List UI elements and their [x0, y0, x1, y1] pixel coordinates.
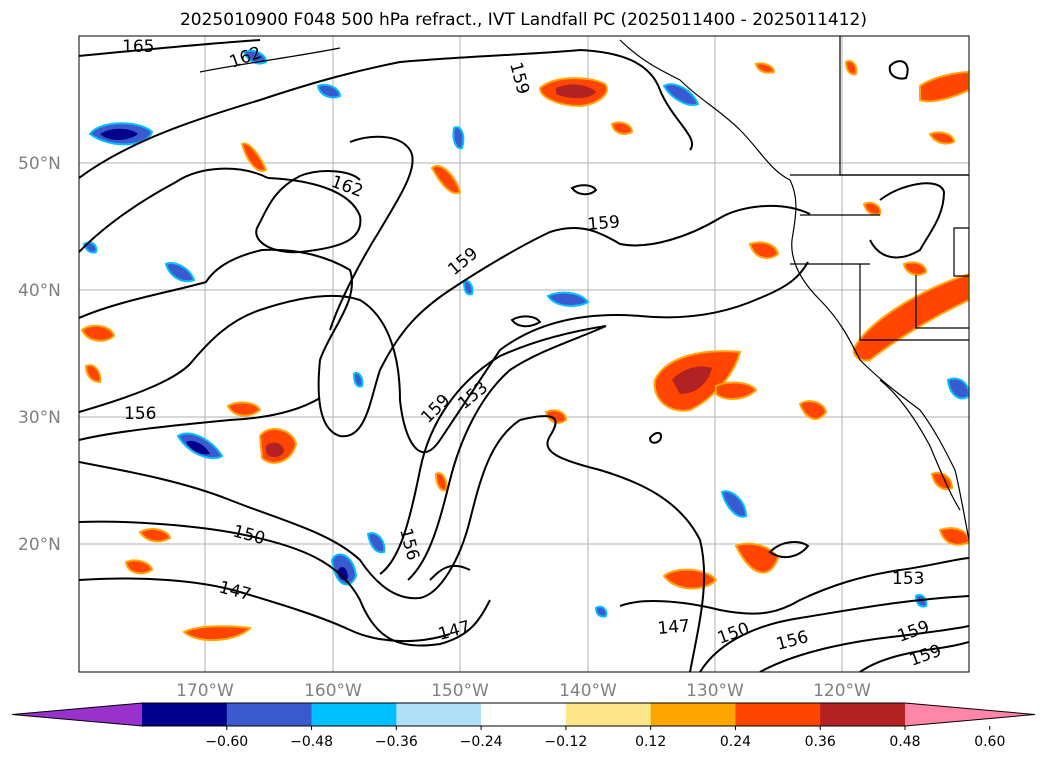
- colorbar-tick-label: −0.36: [375, 734, 418, 750]
- lat-label-40n: 40°N: [18, 281, 61, 301]
- colorbar-outline: [11, 702, 1036, 727]
- colorbar-swatch: [565, 703, 652, 726]
- colorbar-extend-low: [12, 703, 142, 726]
- lat-label-50n: 50°N: [18, 154, 61, 174]
- colorbar-swatch: [226, 703, 313, 726]
- lon-label-150w: 150°W: [431, 681, 489, 701]
- map-panel: [79, 36, 969, 672]
- colorbar-tick-label: −0.60: [205, 734, 248, 750]
- contour-label: 153: [892, 569, 924, 589]
- lon-label-130w: 130°W: [686, 681, 744, 701]
- lon-label-120w: 120°W: [813, 681, 871, 701]
- coastlines: [199, 36, 969, 541]
- colorbar-tick-label: −0.24: [460, 734, 503, 750]
- lon-label-140w: 140°W: [559, 681, 617, 701]
- colorbar-swatch: [481, 703, 567, 726]
- contour-label: 159: [587, 212, 621, 235]
- colorbar-tick-label: 0.24: [720, 734, 751, 750]
- lon-label-170w: 170°W: [176, 681, 234, 701]
- lat-label-20n: 20°N: [18, 535, 61, 555]
- colorbar-tick-label: 0.36: [805, 734, 836, 750]
- contour-label: 147: [657, 616, 691, 639]
- lat-label-30n: 30°N: [18, 408, 61, 428]
- colorbar-swatch: [735, 703, 821, 726]
- contour-label: 156: [124, 404, 156, 424]
- lon-label-160w: 160°W: [304, 681, 362, 701]
- colorbar-tick-label: −0.48: [290, 734, 333, 750]
- map-content: [79, 36, 969, 672]
- map-title: 2025010900 F048 500 hPa refract., IVT La…: [179, 10, 867, 30]
- colorbar: −0.60 −0.48 −0.36 −0.24 −0.12 0.12 0.24 0.36 0.4…: [11, 702, 1036, 750]
- colorbar-swatch: [311, 703, 397, 726]
- colorbar-tick-label: −0.12: [544, 734, 587, 750]
- positive-anomaly-shading: [80, 60, 969, 642]
- colorbar-swatch: [820, 703, 906, 726]
- contour-label: 165: [122, 37, 154, 57]
- map-frame: [78, 35, 970, 673]
- colorbar-swatch: [650, 703, 736, 726]
- colorbar-tick-label: 0.60: [974, 734, 1005, 750]
- colorbar-swatch: [142, 703, 228, 726]
- latitude-labels: 50°N 40°N 30°N 20°N: [18, 154, 61, 555]
- colorbar-swatch: [396, 703, 482, 726]
- height-contours: [79, 39, 969, 672]
- colorbar-tick-label: 0.12: [635, 734, 666, 750]
- colorbar-tick-label: 0.48: [889, 734, 920, 750]
- longitude-labels: 170°W 160°W 150°W 140°W 130°W 120°W: [176, 681, 871, 701]
- colorbar-extend-high: [905, 703, 1035, 726]
